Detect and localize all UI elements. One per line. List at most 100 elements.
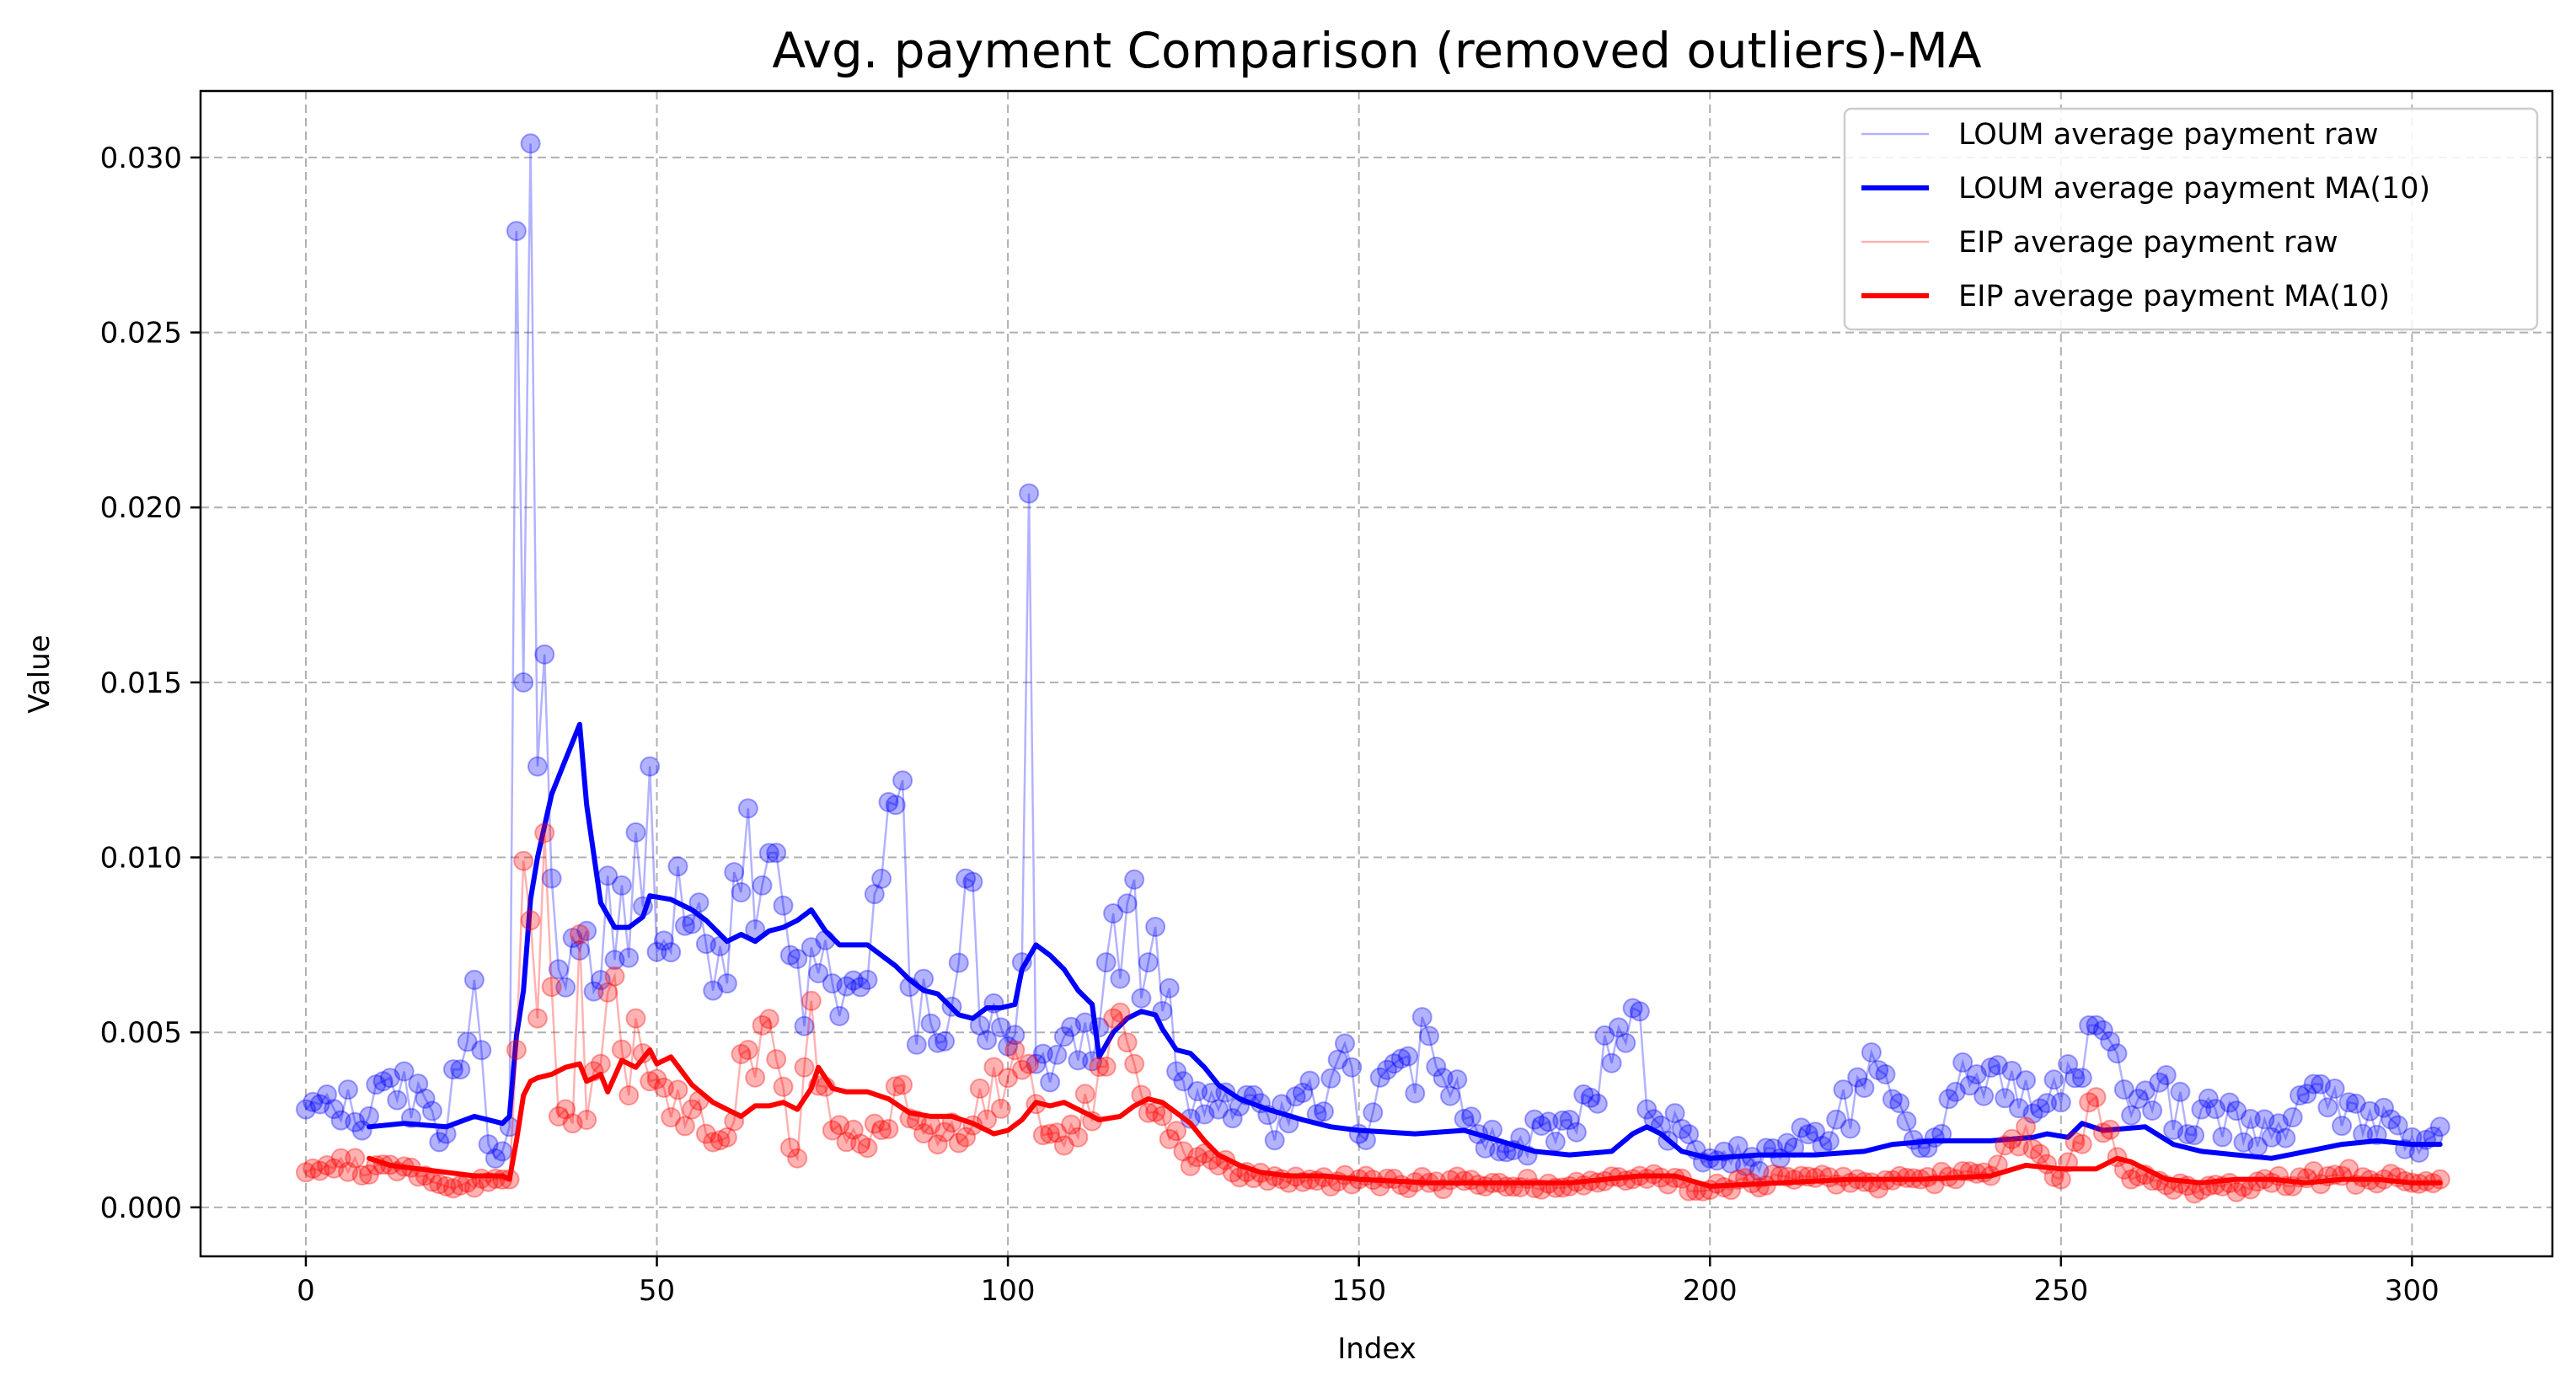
raw-data-point — [1299, 1070, 1320, 1091]
raw-data-point — [1180, 1155, 1201, 1176]
raw-data-point — [2212, 1127, 2233, 1148]
x-tick-label: 0 — [297, 1274, 315, 1308]
raw-data-point — [2092, 1020, 2113, 1041]
raw-data-point — [1594, 1025, 1615, 1046]
raw-data-point — [920, 1013, 941, 1034]
raw-data-point — [1390, 1048, 1411, 1069]
raw-data-point — [682, 913, 703, 934]
y-tick-label: 0.000 — [100, 1191, 182, 1225]
raw-data-point — [758, 843, 779, 864]
raw-data-point — [752, 1015, 773, 1036]
raw-data-point — [1285, 1086, 1306, 1107]
raw-data-point — [695, 934, 716, 955]
raw-data-point — [2226, 1100, 2247, 1122]
raw-data-point — [1061, 1114, 1082, 1135]
raw-data-point — [1671, 1118, 1692, 1139]
raw-data-point — [2121, 1105, 2142, 1126]
raw-data-point — [1398, 1046, 1418, 1067]
raw-data-point — [871, 868, 892, 889]
y-tick-label: 0.010 — [100, 842, 182, 875]
raw-data-point — [1314, 1101, 1334, 1122]
raw-data-point — [1797, 1124, 1818, 1145]
raw-data-point — [2317, 1097, 2338, 1118]
raw-data-point — [2303, 1073, 2324, 1095]
raw-data-point — [1320, 1068, 1342, 1089]
raw-data-point — [653, 930, 674, 951]
raw-data-point — [752, 875, 773, 896]
raw-data-point — [436, 1175, 457, 1197]
raw-data-point — [990, 1098, 1011, 1119]
raw-data-point — [2134, 1080, 2156, 1101]
raw-data-point — [1559, 1110, 1580, 1130]
raw-data-point — [2268, 1113, 2289, 1134]
raw-data-point — [611, 875, 632, 896]
raw-data-point — [421, 1100, 442, 1122]
raw-data-point — [429, 1132, 450, 1153]
raw-data-point — [541, 977, 562, 998]
raw-data-point — [1875, 1064, 1896, 1084]
raw-data-point — [604, 966, 625, 987]
raw-data-point — [2016, 1116, 2037, 1138]
y-tick-label: 0.025 — [100, 317, 182, 351]
raw-data-point — [1601, 1052, 1622, 1073]
raw-data-point — [2142, 1100, 2163, 1121]
grid-layer — [201, 91, 2552, 1256]
raw-data-point — [619, 947, 640, 968]
raw-data-point — [646, 1068, 667, 1090]
raw-data-point — [1615, 1032, 1636, 1053]
plot-area-frame — [199, 89, 2554, 1258]
raw-data-point — [534, 822, 555, 843]
raw-data-point — [2029, 1098, 2050, 1119]
raw-data-point — [843, 1119, 864, 1140]
raw-data-point — [850, 977, 871, 998]
raw-data-point — [956, 868, 977, 889]
raw-data-point — [661, 942, 682, 963]
raw-data-point — [415, 1088, 436, 1109]
raw-data-point — [927, 1032, 948, 1053]
raw-data-point — [1426, 1057, 1447, 1077]
raw-data-point — [457, 1031, 478, 1052]
raw-data-point — [2381, 1109, 2402, 1130]
raw-data-point — [1411, 1007, 1433, 1028]
raw-data-point — [2065, 1132, 2086, 1153]
raw-data-point — [478, 1134, 499, 1155]
raw-data-point — [674, 915, 695, 936]
raw-data-point — [1938, 1089, 1959, 1110]
raw-data-point — [2128, 1089, 2149, 1110]
raw-data-point — [611, 1039, 632, 1060]
raw-data-point — [1966, 1064, 1987, 1084]
raw-data-point — [2058, 1054, 2079, 1074]
raw-data-point — [1959, 1075, 1980, 1096]
raw-data-point — [534, 644, 555, 665]
raw-data-point — [1566, 1122, 1587, 1143]
raw-data-point — [1995, 1088, 2016, 1109]
raw-data-point — [724, 862, 745, 883]
raw-data-point — [1440, 1085, 1460, 1106]
raw-data-point — [2219, 1092, 2240, 1113]
raw-data-point — [1040, 1072, 1061, 1093]
raw-data-point — [1945, 1081, 1966, 1102]
raw-data-point — [604, 950, 625, 971]
raw-data-point — [1889, 1093, 1910, 1114]
raw-data-point — [1293, 1082, 1313, 1103]
raw-data-point — [1447, 1069, 1468, 1090]
raw-data-point — [857, 1138, 878, 1159]
raw-data-point — [2037, 1093, 2058, 1114]
raw-data-point — [773, 895, 794, 916]
raw-data-point — [527, 1008, 548, 1029]
moving-average-line — [367, 1047, 2443, 1189]
raw-data-point — [2079, 1092, 2100, 1113]
raw-data-point — [857, 969, 878, 990]
raw-data-point — [731, 882, 752, 902]
raw-data-point — [1089, 1057, 1110, 1078]
raw-data-point — [1679, 1124, 1700, 1145]
raw-data-point — [541, 868, 562, 889]
raw-data-point — [569, 924, 590, 945]
raw-data-point — [2184, 1125, 2205, 1146]
raw-data-point — [520, 133, 541, 154]
raw-data-point — [1377, 1059, 1397, 1080]
raw-data-point — [779, 1138, 801, 1159]
raw-data-point — [2050, 1092, 2071, 1113]
